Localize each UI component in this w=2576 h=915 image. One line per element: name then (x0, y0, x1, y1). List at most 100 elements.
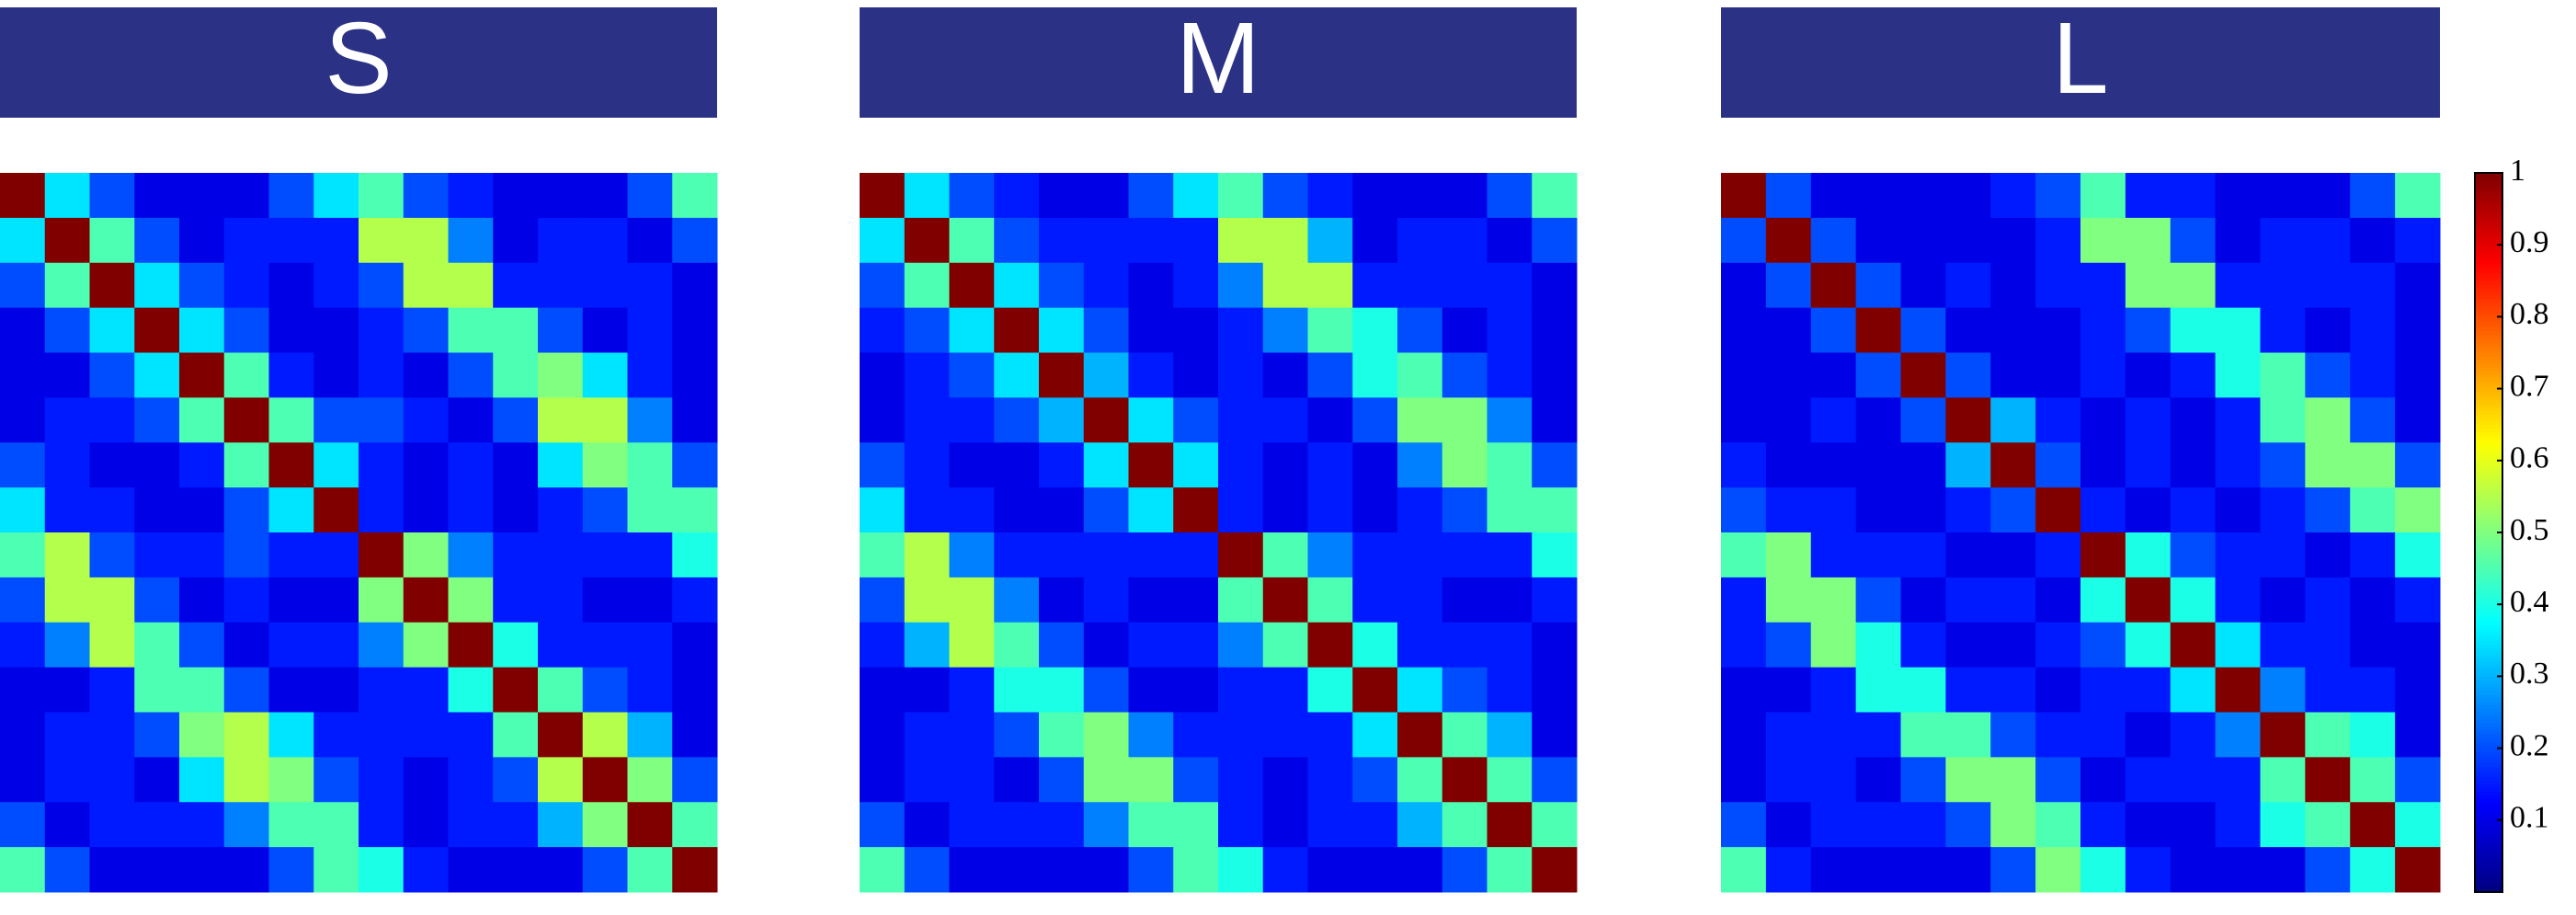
heatmap-cell (44, 712, 90, 758)
heatmap-cell (538, 397, 584, 443)
colorbar-segment (2475, 183, 2502, 189)
colorbar-segment (2475, 529, 2502, 533)
heatmap-cell (1487, 442, 1533, 488)
colorbar-segment (2475, 586, 2502, 591)
heatmap-cell (1262, 397, 1308, 443)
heatmap-cell (2080, 217, 2126, 264)
heatmap-cell (2215, 712, 2261, 758)
heatmap-cell (1532, 532, 1578, 578)
heatmap-cell (1945, 173, 1991, 219)
heatmap-cell (2395, 577, 2441, 623)
colorbar-segment (2475, 565, 2502, 569)
heatmap-cell (1532, 622, 1578, 669)
heatmap-cell (949, 173, 995, 219)
heatmap-cell (582, 352, 628, 398)
heatmap-cell (1173, 307, 1219, 353)
heatmap-cell (89, 173, 135, 219)
colorbar-segment (2475, 550, 2502, 555)
heatmap-cell (1218, 397, 1264, 443)
heatmap-cell (1128, 487, 1174, 533)
heatmap-cell (1397, 217, 1443, 264)
heatmap-cell (268, 757, 314, 803)
heatmap-cell (1039, 622, 1085, 669)
colorbar-segment (2475, 284, 2502, 289)
heatmap-cell (2170, 352, 2217, 398)
heatmap-cell (1855, 173, 1901, 219)
heatmap-cell (1990, 757, 2036, 803)
heatmap-cell (2170, 217, 2217, 264)
heatmap-cell (2080, 307, 2126, 353)
heatmap-cell (860, 532, 906, 578)
colorbar-segment (2475, 776, 2502, 782)
heatmap-cell (1442, 442, 1487, 488)
heatmap-cell (1218, 442, 1264, 488)
colorbar-segment (2475, 676, 2502, 681)
heatmap-cell (582, 622, 628, 669)
heatmap-cell (2125, 532, 2171, 578)
heatmap-cell (0, 397, 46, 443)
heatmap-cell (1855, 487, 1901, 533)
heatmap-cell (1218, 217, 1264, 264)
heatmap-cell (2260, 577, 2306, 623)
colorbar-segment (2475, 209, 2502, 213)
heatmap-cell (1218, 847, 1264, 893)
heatmap-cell (1352, 802, 1398, 848)
colorbar-segment (2475, 885, 2502, 889)
colorbar-tick-label: 0.9 (2510, 225, 2549, 259)
heatmap-cell (994, 352, 1040, 398)
heatmap-cell (2350, 217, 2396, 264)
heatmap-cell (179, 173, 225, 219)
heatmap-cell (134, 847, 180, 893)
heatmap-cell (1532, 847, 1578, 893)
colorbar-segment (2475, 452, 2502, 458)
heatmap-cell (1262, 802, 1308, 848)
colorbar-segment (2475, 640, 2502, 645)
heatmap-cell (2080, 397, 2126, 443)
heatmap-cell (403, 262, 449, 309)
heatmap-cell (403, 757, 449, 803)
heatmap-cell (223, 487, 269, 533)
colorbar-segment (2475, 543, 2502, 548)
heatmap-cell (89, 442, 135, 488)
heatmap-cell (538, 217, 584, 264)
heatmap-cell (904, 577, 950, 623)
heatmap-cell (1810, 217, 1857, 264)
heatmap-cell (2035, 352, 2081, 398)
heatmap-cell (1487, 847, 1533, 893)
heatmap-cell (1262, 847, 1308, 893)
colorbar-segment (2475, 230, 2502, 234)
heatmap-cell (2080, 262, 2126, 309)
heatmap-cell (582, 307, 628, 353)
heatmap-cell (582, 712, 628, 758)
heatmap-cell (2170, 442, 2217, 488)
heatmap-cell (994, 757, 1040, 803)
heatmap-cell (672, 577, 718, 623)
colorbar-segment (2475, 467, 2502, 473)
heatmap-cell (268, 352, 314, 398)
heatmap-cell (179, 217, 225, 264)
heatmap-cell (1307, 307, 1353, 353)
heatmap-cell (1352, 487, 1398, 533)
heatmap-cell (1810, 352, 1857, 398)
heatmap-cell (1721, 802, 1767, 848)
heatmap-cell (268, 307, 314, 353)
heatmap-cell (1442, 487, 1487, 533)
heatmap-cell (672, 307, 718, 353)
heatmap-cell (1487, 757, 1533, 803)
heatmap-cell (1262, 757, 1308, 803)
heatmap-cell (1900, 352, 1946, 398)
heatmap-cell (1128, 757, 1174, 803)
colorbar-segment (2475, 712, 2502, 716)
heatmap-cell (672, 397, 718, 443)
heatmap-cell (1900, 397, 1946, 443)
heatmap-cell (1262, 577, 1308, 623)
heatmap-cell (1262, 173, 1308, 219)
heatmap-cell (1532, 667, 1578, 713)
colorbar-segment (2475, 489, 2502, 494)
heatmap-cell (2305, 532, 2351, 578)
heatmap-cell (2350, 487, 2396, 533)
heatmap-cell (1173, 847, 1219, 893)
colorbar-segment (2475, 704, 2502, 710)
heatmap-cell (1990, 262, 2036, 309)
